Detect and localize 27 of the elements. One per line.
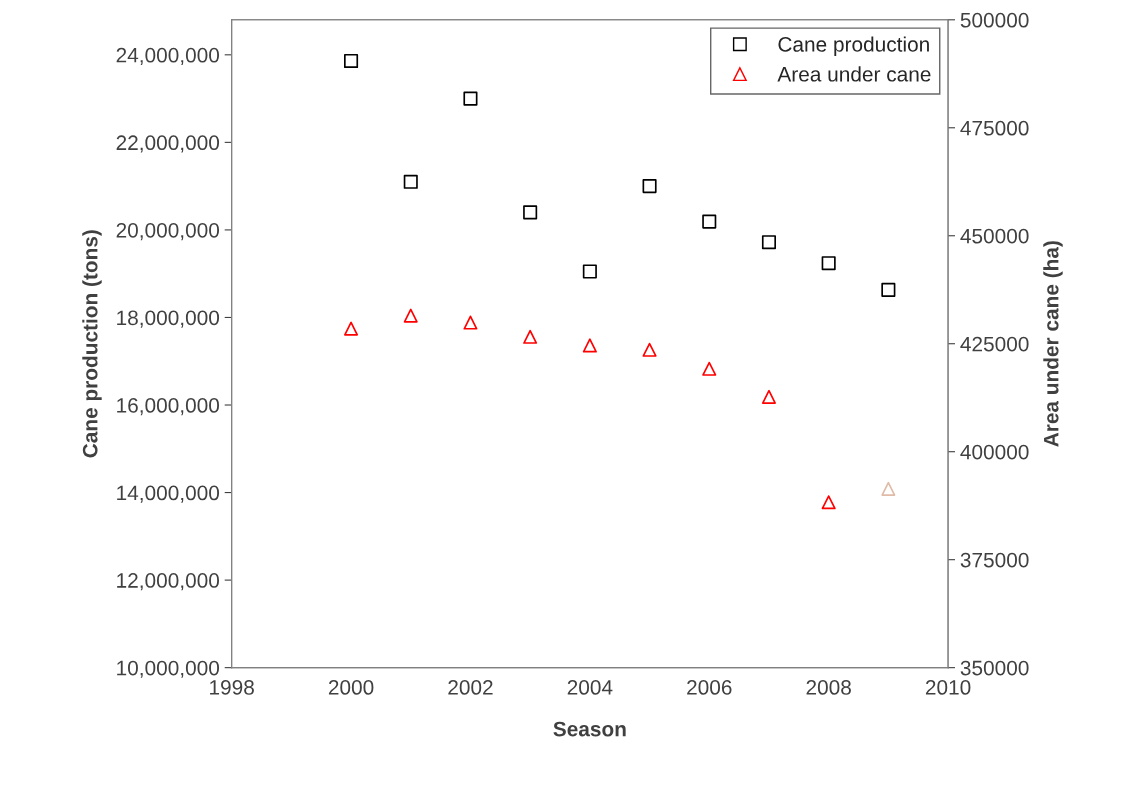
y-tick-label: 14,000,000 [117,485,220,503]
y2-tick-label: 475000 [960,120,1029,136]
x-tick-label: 2010 [925,680,971,695]
y-tick-label: 16,000,000 [117,398,220,416]
y2-tick-label: 400000 [960,444,1029,460]
y2-tick-label: 450000 [960,228,1029,244]
x-axis-title: Season [553,721,626,737]
y-tick-label: 24,000,000 [116,47,220,66]
x-tick-label: 1998 [210,680,254,695]
x-tick-label: 2006 [687,680,732,695]
y2-tick-label: 500000 [960,12,1029,28]
y2-tick-label: 425000 [960,336,1029,352]
x-tick-label: 2004 [567,680,613,695]
x-tick-label: 2002 [448,680,493,695]
y-tick-label: 20,000,000 [116,222,220,241]
y-tick-label: 12,000,000 [117,573,220,591]
y-tick-label: 22,000,000 [116,135,220,153]
y-axis-title: Cane production (tons) [82,230,102,458]
legend-label: Area under cane [777,66,931,82]
y-tick-label: 10,000,000 [117,660,220,678]
y-tick-label: 18,000,000 [117,310,220,328]
y2-axis-title: Area under cane (ha) [1043,241,1063,447]
y2-tick-label: 350000 [960,660,1029,676]
legend-label: Cane production [778,36,929,56]
y2-tick-label: 375000 [960,552,1029,568]
x-tick-label: 2008 [806,680,851,695]
x-tick-label: 2000 [328,680,374,695]
